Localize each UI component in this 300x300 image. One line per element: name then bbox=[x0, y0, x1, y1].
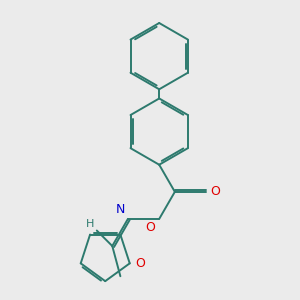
Text: H: H bbox=[85, 219, 94, 229]
Text: O: O bbox=[135, 257, 145, 270]
Text: O: O bbox=[211, 185, 220, 198]
Text: O: O bbox=[146, 221, 155, 234]
Text: N: N bbox=[116, 203, 125, 216]
